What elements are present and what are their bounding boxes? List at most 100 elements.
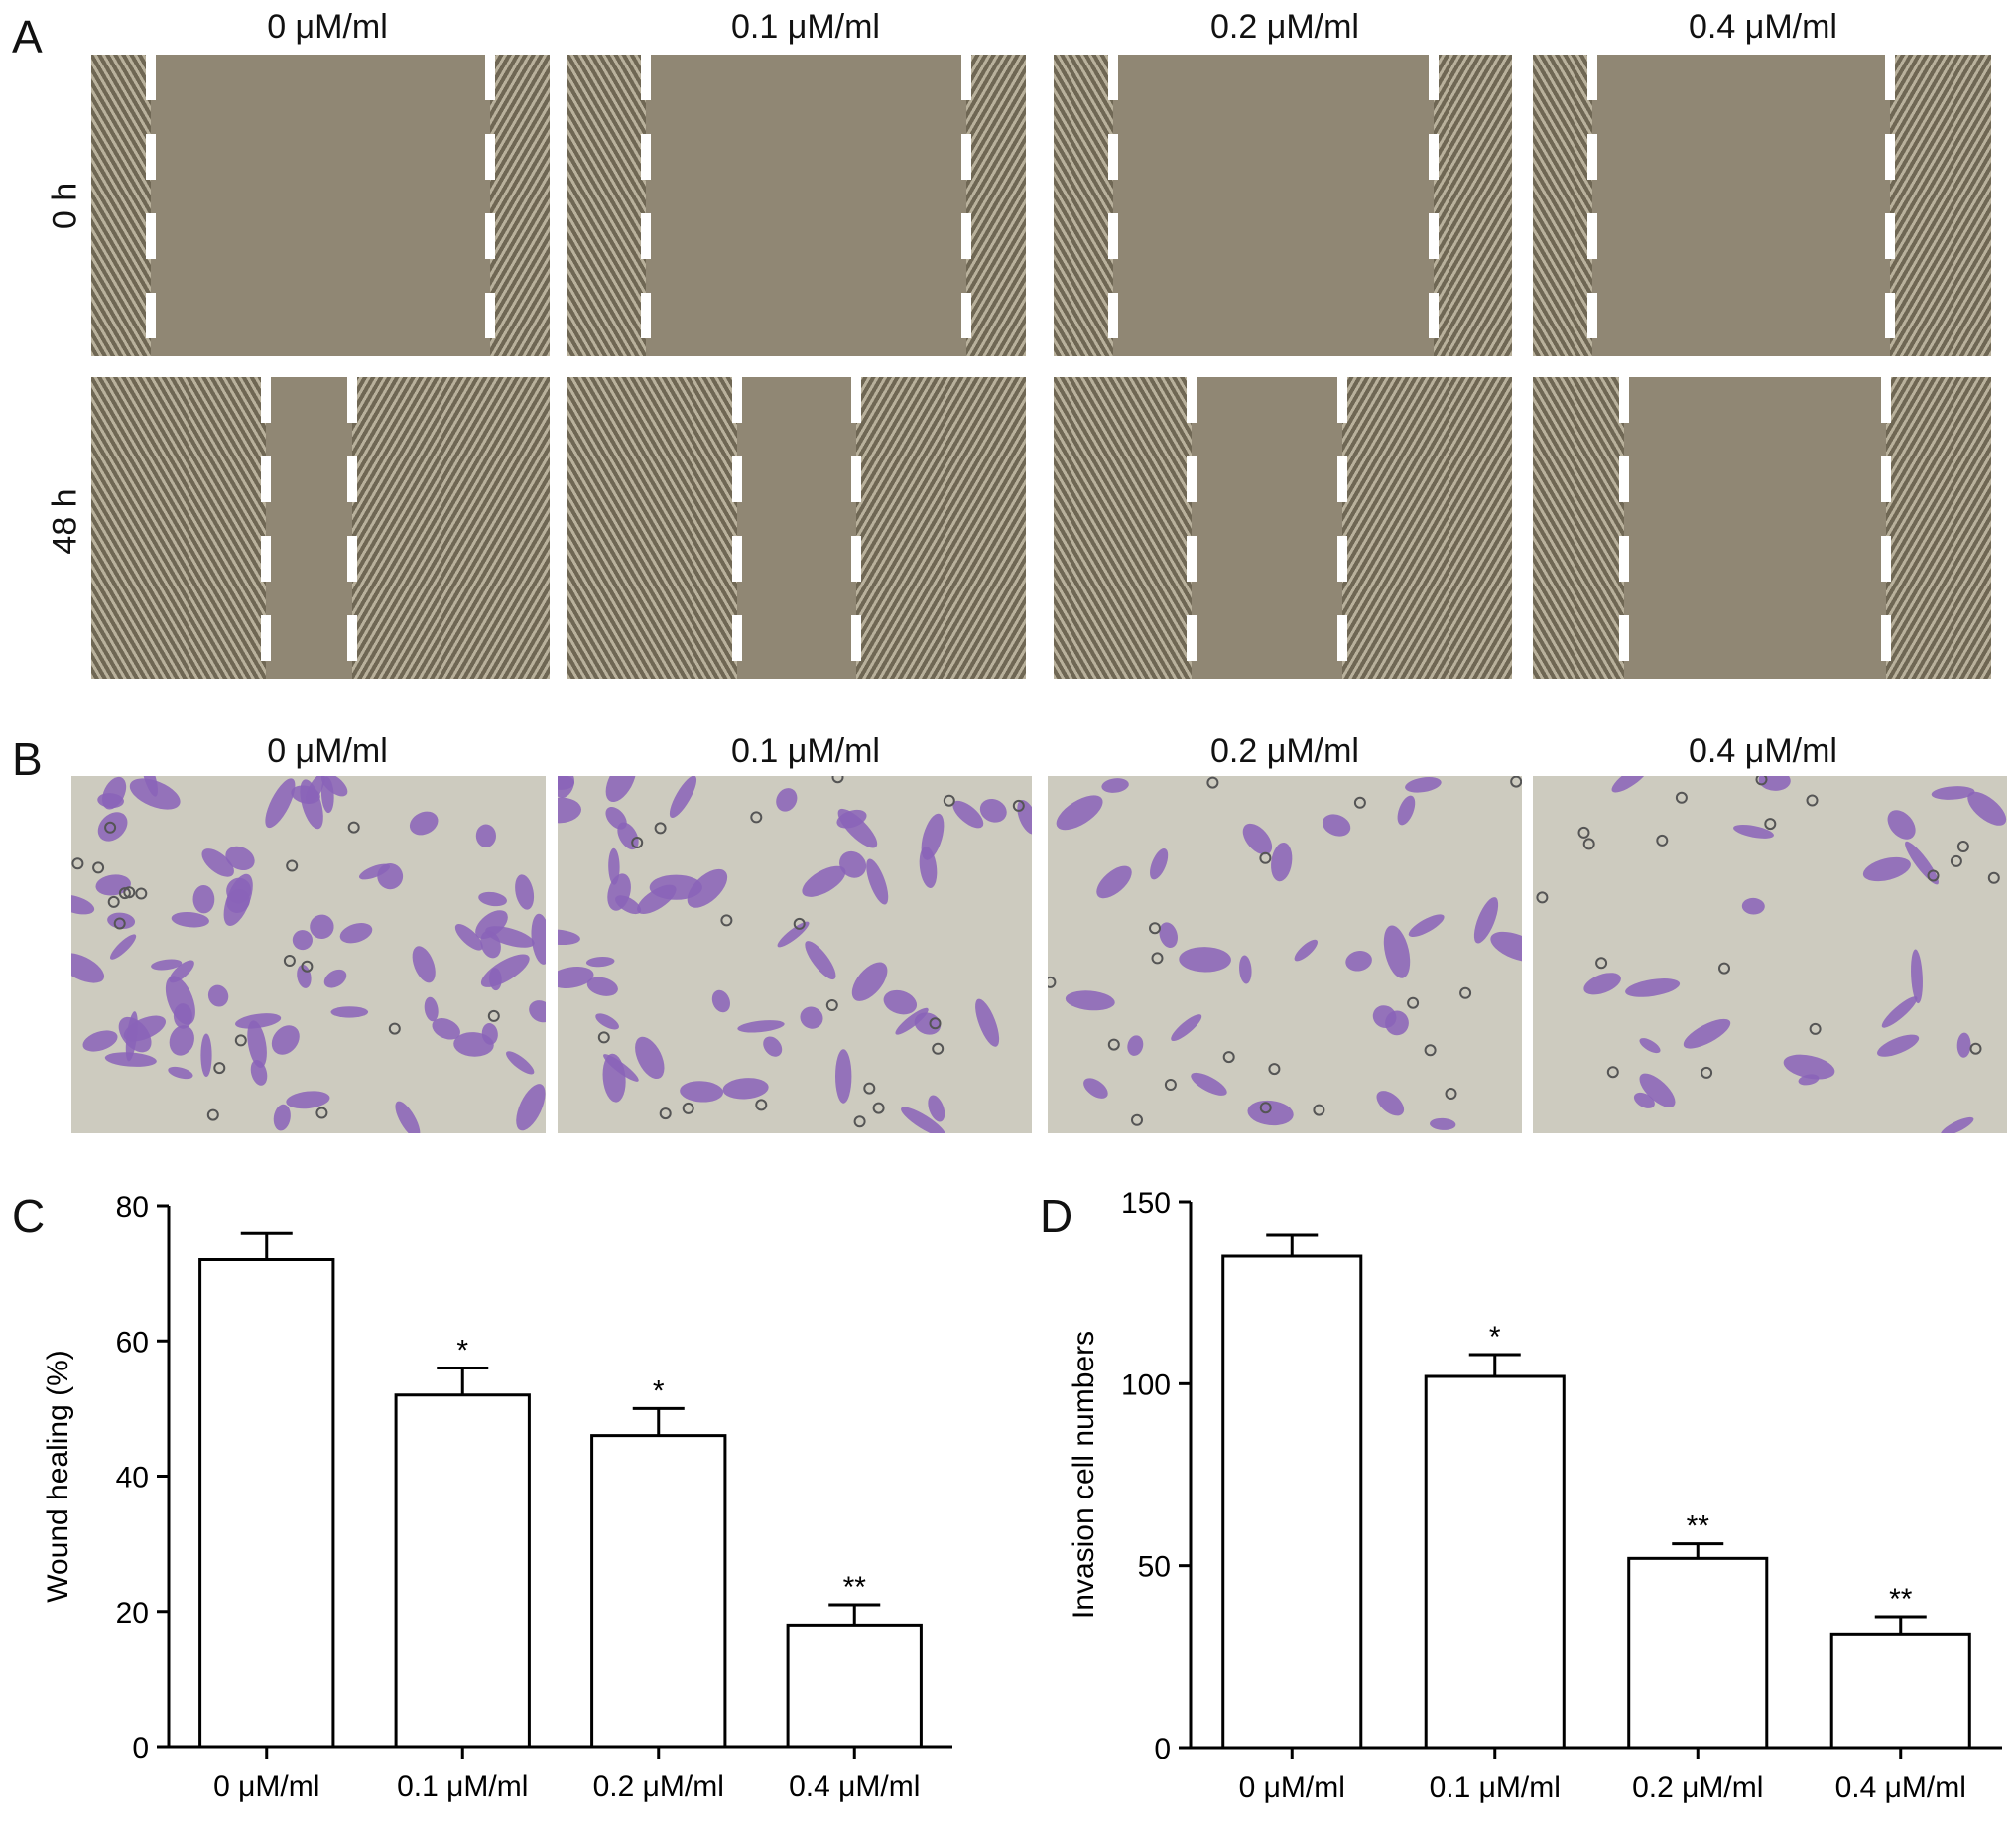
stained-cell bbox=[586, 977, 618, 996]
stained-cell bbox=[800, 1006, 823, 1029]
stained-cell bbox=[979, 798, 1007, 823]
stained-cell bbox=[805, 941, 836, 980]
stained-cell bbox=[1625, 978, 1681, 997]
stained-cell bbox=[1611, 776, 1649, 793]
membrane-pore bbox=[283, 955, 296, 967]
membrane-pore bbox=[1131, 1113, 1143, 1126]
y-tick-label: 100 bbox=[1121, 1368, 1171, 1401]
membrane-pore bbox=[301, 960, 314, 973]
membrane-pore bbox=[315, 1107, 328, 1119]
stained-cells bbox=[1048, 776, 1522, 1130]
stained-cell bbox=[605, 776, 637, 803]
membrane-pore bbox=[1987, 871, 2000, 884]
significance-marker: * bbox=[1489, 1321, 1501, 1354]
stained-cell bbox=[1733, 824, 1774, 839]
wound-edge-dashed-line bbox=[146, 55, 157, 356]
membrane-pore bbox=[213, 1062, 226, 1075]
membrane-pore bbox=[1206, 776, 1219, 789]
membrane-pore bbox=[932, 1042, 945, 1055]
stained-cell bbox=[95, 874, 131, 896]
scratch-micrograph bbox=[1054, 55, 1512, 356]
membrane-pore bbox=[1582, 838, 1595, 850]
stained-cell bbox=[71, 953, 105, 983]
cell-layer bbox=[1533, 55, 1593, 356]
membrane-pore bbox=[825, 999, 838, 1011]
membrane-pore bbox=[720, 914, 733, 927]
cell-layer bbox=[1054, 55, 1114, 356]
scratch-micrograph bbox=[1054, 377, 1512, 679]
stained-cell bbox=[635, 1036, 665, 1080]
stained-cell bbox=[506, 1051, 535, 1075]
membrane-pore bbox=[793, 917, 806, 930]
stained-cell bbox=[207, 984, 229, 1007]
panel-b-col-label: 0.2 μM/ml bbox=[1210, 732, 1359, 770]
panel-a-col-label: 0.4 μM/ml bbox=[1689, 8, 1837, 46]
panel-a-col-label: 0.2 μM/ml bbox=[1210, 8, 1359, 46]
significance-marker: ** bbox=[843, 1571, 867, 1604]
stained-cell bbox=[866, 858, 889, 905]
wound-edge-dashed-line bbox=[1587, 55, 1598, 356]
stained-cell bbox=[1783, 1054, 1835, 1080]
stained-cell bbox=[1862, 856, 1911, 882]
membrane-pore bbox=[104, 821, 117, 834]
stained-cell bbox=[1372, 1005, 1397, 1028]
membrane-pore bbox=[1927, 869, 1940, 882]
transwell-micrograph bbox=[1533, 776, 2007, 1133]
stained-cell bbox=[722, 1078, 769, 1100]
membrane-pore bbox=[123, 886, 136, 899]
stained-cell bbox=[1247, 1100, 1294, 1126]
wound-edge-dashed-line bbox=[1429, 55, 1440, 356]
membrane-pore bbox=[1755, 776, 1768, 786]
membrane-pore bbox=[1149, 922, 1161, 935]
stained-cell bbox=[1405, 777, 1442, 793]
membrane-pore bbox=[234, 1034, 247, 1047]
wound-edge-dashed-line bbox=[1880, 377, 1891, 679]
stained-cell bbox=[200, 1033, 212, 1078]
membrane-pore bbox=[388, 1022, 401, 1035]
stained-cell bbox=[603, 1054, 639, 1082]
stained-cell bbox=[151, 959, 183, 971]
stained-cell bbox=[323, 969, 347, 988]
bar bbox=[1424, 1374, 1566, 1750]
stained-cell bbox=[1383, 925, 1411, 978]
stained-cell bbox=[529, 1000, 546, 1023]
membrane-pore bbox=[1718, 962, 1730, 975]
membrane-pore bbox=[1656, 834, 1669, 847]
membrane-pore bbox=[1151, 952, 1164, 965]
stained-cell bbox=[1741, 897, 1765, 915]
cell-layer bbox=[567, 377, 737, 679]
stained-cell bbox=[711, 989, 730, 1013]
stained-cell bbox=[1758, 776, 1791, 791]
bar bbox=[198, 1258, 335, 1749]
membrane-pore bbox=[347, 821, 360, 834]
stained-cell bbox=[637, 884, 677, 915]
membrane-pore bbox=[1595, 957, 1608, 970]
stained-cell bbox=[1639, 1073, 1676, 1107]
stained-cell bbox=[975, 998, 1000, 1047]
stained-cell bbox=[165, 976, 195, 1025]
stained-cell bbox=[615, 895, 642, 915]
membrane-pore bbox=[929, 1017, 942, 1030]
stained-cell bbox=[320, 776, 334, 814]
stained-cell bbox=[478, 891, 507, 907]
stained-cell bbox=[1271, 842, 1293, 882]
bar bbox=[590, 1434, 727, 1749]
membrane-pore bbox=[1353, 796, 1366, 809]
stained-cell bbox=[1345, 951, 1372, 972]
cell-layer bbox=[1890, 55, 1991, 356]
stained-cell bbox=[306, 776, 325, 805]
membrane-pore bbox=[853, 1115, 866, 1128]
stained-cell bbox=[1239, 955, 1252, 984]
membrane-pore bbox=[1950, 854, 1962, 867]
membrane-pore bbox=[1606, 1066, 1619, 1079]
membrane-pore bbox=[682, 1102, 694, 1114]
stained-cell bbox=[201, 848, 234, 877]
stained-cell bbox=[247, 1020, 267, 1068]
membrane-pore bbox=[107, 895, 120, 908]
membrane-pore bbox=[1048, 976, 1057, 988]
stained-cell bbox=[585, 957, 615, 968]
scratch-micrograph bbox=[567, 55, 1026, 356]
stained-cell bbox=[680, 1081, 724, 1103]
membrane-pore bbox=[1259, 1102, 1272, 1114]
membrane-pore bbox=[92, 861, 105, 874]
